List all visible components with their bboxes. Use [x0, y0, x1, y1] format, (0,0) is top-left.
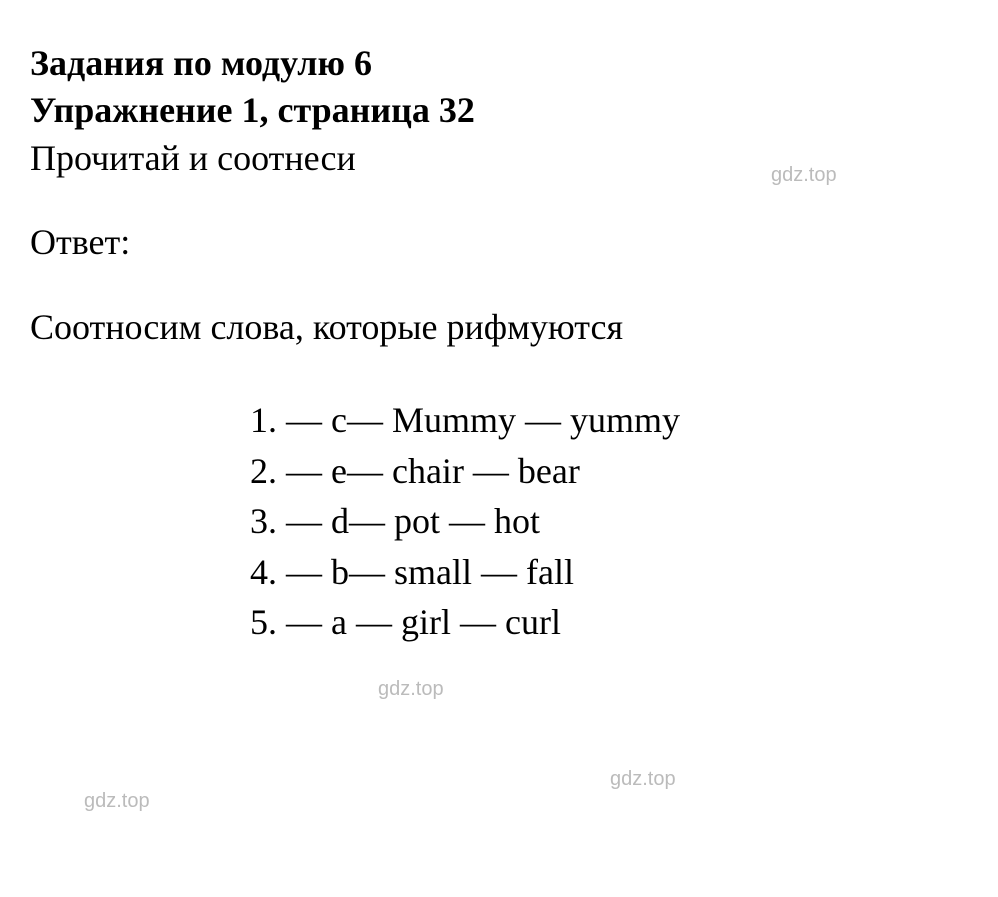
- answer-list: 1. — c— Mummy — yummy 2. — e— chair — be…: [250, 395, 968, 647]
- answer-item: 4. — b— small — fall: [250, 547, 968, 597]
- answer-item: 1. — c— Mummy — yummy: [250, 395, 968, 445]
- instruction-text: Прочитай и соотнеси: [30, 134, 968, 183]
- answer-item: 3. — d— pot — hot: [250, 496, 968, 546]
- answer-label: Ответ:: [30, 218, 968, 267]
- watermark-2: gdz.top: [378, 678, 444, 701]
- exercise-title: Упражнение 1, страница 32: [30, 90, 475, 130]
- watermark-3: gdz.top: [610, 768, 676, 791]
- answer-description: Соотносим слова, которые рифмуются: [30, 303, 968, 352]
- module-title: Задания по модулю 6: [30, 40, 968, 87]
- watermark-4: gdz.top: [84, 790, 150, 813]
- answer-item: 5. — a — girl — curl: [250, 597, 968, 647]
- answer-item: 2. — e— chair — bear: [250, 446, 968, 496]
